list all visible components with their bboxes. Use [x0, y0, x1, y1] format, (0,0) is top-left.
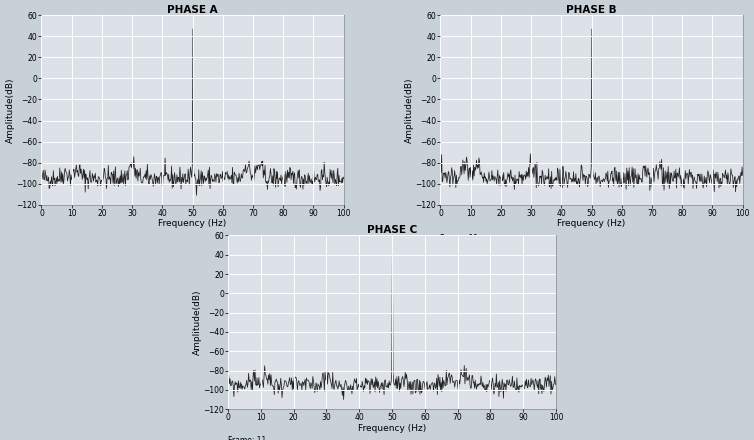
Y-axis label: Amplitude(dB): Amplitude(dB): [6, 77, 15, 143]
Text: Frame: 11: Frame: 11: [228, 436, 266, 440]
X-axis label: Frequency (Hz): Frequency (Hz): [557, 219, 626, 228]
Text: Frame: 11: Frame: 11: [440, 234, 479, 243]
X-axis label: Frequency (Hz): Frequency (Hz): [358, 424, 426, 433]
Y-axis label: Amplitude(dB): Amplitude(dB): [193, 290, 201, 355]
Y-axis label: Amplitude(dB): Amplitude(dB): [405, 77, 414, 143]
Title: PHASE A: PHASE A: [167, 5, 218, 15]
Title: PHASE B: PHASE B: [566, 5, 617, 15]
X-axis label: Frequency (Hz): Frequency (Hz): [158, 219, 227, 228]
Title: PHASE C: PHASE C: [367, 225, 417, 235]
